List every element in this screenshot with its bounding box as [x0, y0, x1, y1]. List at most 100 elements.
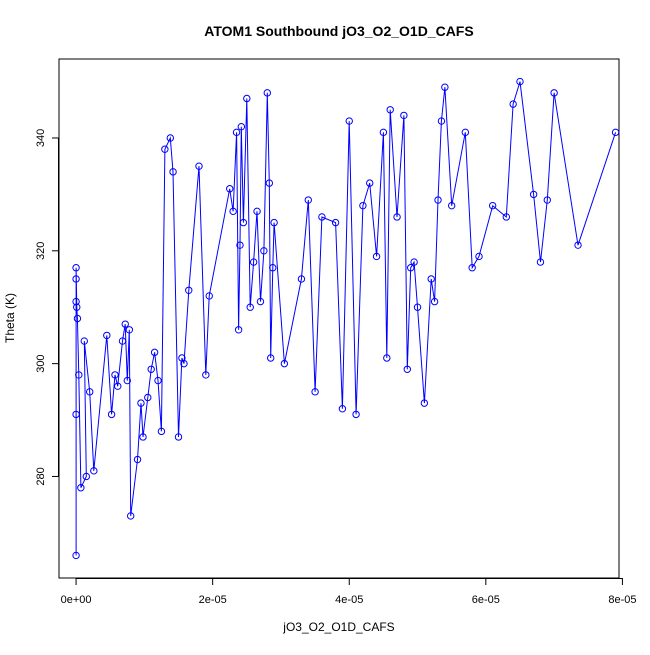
- data-point: [246, 303, 254, 311]
- data-point: [80, 337, 88, 345]
- data-point: [407, 264, 415, 272]
- data-point: [139, 433, 147, 441]
- data-point: [243, 94, 251, 103]
- data-point: [260, 247, 268, 255]
- data-point: [461, 128, 470, 137]
- x-tick-label: 2e-05: [199, 594, 227, 606]
- data-point: [144, 393, 152, 402]
- y-axis: 280 300 320 340: [35, 129, 59, 486]
- data-point: [441, 83, 449, 91]
- data-point: [239, 218, 248, 227]
- x-tick-label: 4e-05: [335, 594, 363, 606]
- data-point: [263, 89, 271, 97]
- data-point: [256, 297, 265, 306]
- y-tick-label: 340: [35, 129, 47, 147]
- x-axis: 0e+00 2e-05 4e-05 6e-05 8e-05: [61, 578, 636, 606]
- data-point: [437, 117, 446, 125]
- data-point: [229, 207, 237, 216]
- data-point: [270, 218, 278, 227]
- data-point: [77, 484, 85, 492]
- data-point: [488, 201, 497, 210]
- data-point: [611, 128, 620, 137]
- data-point: [234, 326, 243, 334]
- series-layer: [72, 77, 620, 560]
- data-point: [73, 314, 82, 323]
- data-point: [121, 320, 129, 328]
- data-point: [180, 359, 188, 368]
- data-point: [447, 201, 456, 210]
- data-point: [304, 196, 312, 204]
- data-point: [118, 337, 127, 345]
- data-point: [400, 111, 408, 120]
- data-point: [72, 551, 80, 560]
- data-point: [359, 201, 367, 210]
- data-point: [205, 292, 213, 300]
- data-point: [427, 275, 435, 283]
- y-axis-label: Theta (K): [3, 293, 17, 343]
- data-point: [393, 213, 401, 221]
- data-point: [150, 348, 159, 357]
- data-point: [137, 399, 145, 407]
- data-point: [516, 77, 524, 86]
- data-point: [331, 218, 340, 227]
- data-point: [127, 512, 135, 520]
- data-point: [82, 472, 91, 481]
- data-point: [366, 179, 374, 187]
- data-point: [386, 106, 394, 114]
- data-point: [72, 275, 80, 283]
- y-tick-label: 320: [35, 242, 47, 260]
- data-point: [509, 100, 517, 108]
- data-point: [413, 303, 422, 311]
- data-point: [267, 354, 275, 362]
- data-point: [502, 213, 511, 221]
- data-point: [468, 264, 476, 272]
- data-point: [383, 354, 391, 362]
- data-point: [338, 405, 347, 413]
- data-point: [536, 258, 545, 266]
- x-tick-label: 8e-05: [608, 594, 636, 606]
- series-line: [75, 81, 617, 556]
- data-point: [434, 196, 442, 204]
- data-point: [114, 382, 122, 390]
- data-point: [280, 359, 289, 368]
- data-point: [410, 258, 418, 266]
- data-point: [226, 185, 234, 193]
- data-point: [249, 258, 258, 266]
- data-point: [529, 190, 538, 199]
- x-tick-label: 0e+00: [61, 594, 92, 606]
- data-point: [202, 371, 210, 379]
- data-point: [123, 376, 131, 385]
- data-point: [90, 467, 98, 475]
- data-point: [297, 275, 306, 283]
- data-point: [107, 410, 116, 419]
- data-point: [169, 168, 177, 176]
- data-point: [86, 388, 94, 396]
- data-point: [352, 410, 360, 419]
- data-point: [157, 427, 166, 436]
- data-point: [72, 297, 80, 306]
- data-point: [72, 410, 80, 419]
- data-point: [372, 252, 381, 261]
- data-point: [253, 207, 261, 216]
- y-tick-label: 300: [35, 354, 47, 372]
- data-point: [125, 326, 134, 334]
- data-point: [379, 128, 388, 137]
- data-point: [72, 264, 80, 272]
- data-point: [475, 252, 483, 261]
- data-point: [147, 365, 155, 373]
- data-point: [574, 241, 582, 249]
- x-tick-label: 6e-05: [472, 594, 500, 606]
- data-point: [265, 179, 274, 187]
- data-point: [430, 297, 439, 306]
- data-point: [318, 213, 326, 221]
- data-point: [103, 331, 111, 340]
- data-point: [420, 399, 429, 407]
- chart-title: ATOM1 Southbound jO3_O2_O1D_CAFS: [204, 23, 473, 39]
- data-point: [543, 196, 551, 204]
- x-axis-label: jO3_O2_O1D_CAFS: [282, 620, 394, 634]
- data-point: [237, 122, 246, 131]
- data-point: [232, 128, 241, 137]
- data-point: [166, 134, 175, 142]
